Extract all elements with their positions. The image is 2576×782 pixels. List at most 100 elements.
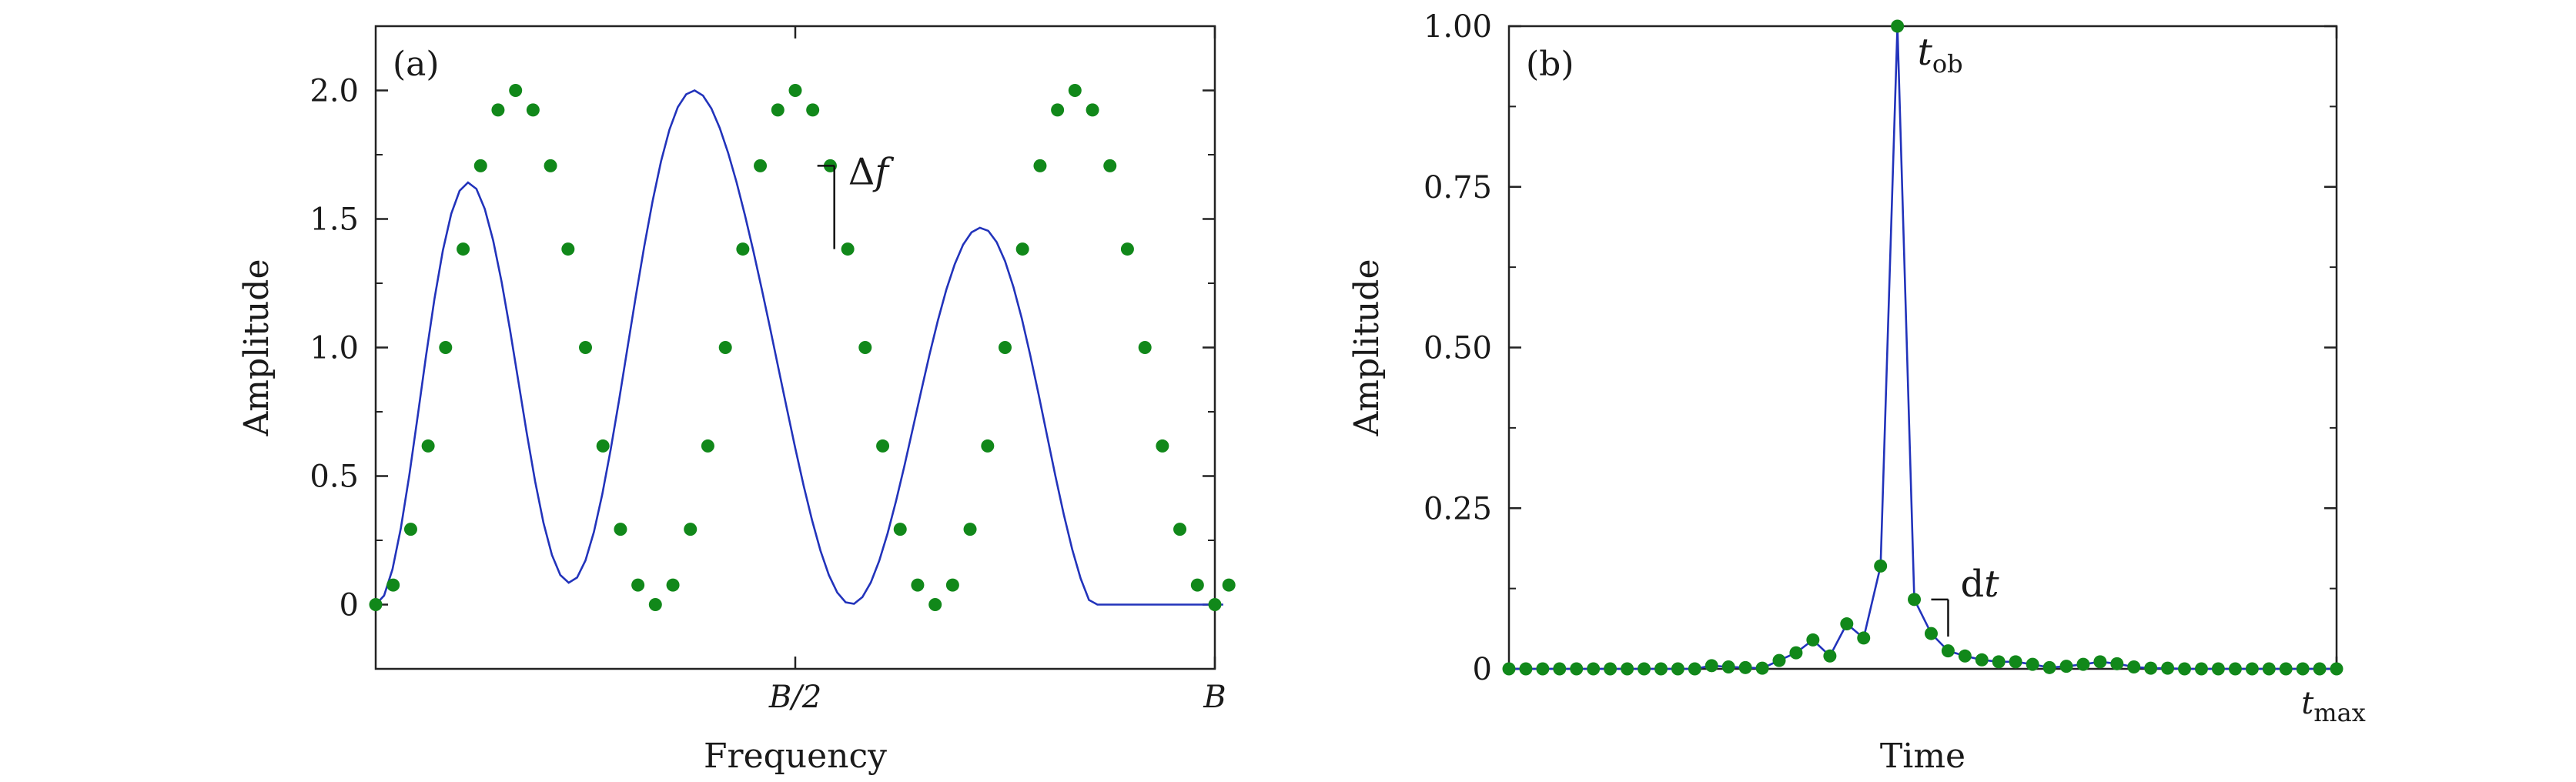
dt-annotation: dt: [1960, 563, 1999, 606]
data-point: [491, 103, 505, 117]
data-point: [614, 523, 627, 536]
data-point: [1604, 662, 1618, 676]
data-point: [981, 439, 995, 453]
data-point: [1103, 159, 1117, 172]
data-point: [2093, 655, 2107, 669]
data-point: [1222, 578, 1236, 592]
data-point: [1519, 662, 1533, 676]
data-point: [1857, 631, 1871, 645]
y-tick-label: 0.50: [1423, 331, 1492, 366]
data-point: [1992, 655, 2006, 669]
y-tick-label: 1.00: [1423, 9, 1492, 45]
data-point: [2144, 661, 2158, 675]
plot-frame: [1507, 25, 2338, 670]
data-point: [1173, 523, 1187, 536]
data-point: [1891, 19, 1905, 33]
data-point: [754, 159, 768, 172]
y-tick-label: 0: [340, 588, 359, 623]
data-point: [631, 578, 645, 592]
data-point: [473, 159, 487, 172]
data-point: [999, 341, 1012, 354]
data-point: [1587, 662, 1601, 676]
data-point: [421, 439, 435, 453]
data-point: [2194, 662, 2208, 676]
data-point: [1705, 659, 1718, 673]
data-point: [945, 578, 959, 592]
data-point: [1068, 84, 1082, 97]
data-point: [1772, 653, 1786, 667]
y-tick-label: 1.0: [309, 331, 359, 366]
data-point: [2026, 657, 2039, 671]
data-point: [1553, 662, 1567, 676]
y-tick-label: 0.75: [1423, 170, 1492, 206]
data-point: [788, 84, 802, 97]
x-tick-label: tmax: [2301, 686, 2366, 727]
data-point: [1190, 578, 1204, 592]
data-point: [579, 341, 592, 354]
data-point: [2161, 661, 2175, 675]
data-point: [1570, 662, 1584, 676]
data-point: [2009, 655, 2022, 669]
data-point: [2127, 660, 2141, 673]
data-point: [1086, 103, 1099, 117]
data-point: [1138, 341, 1152, 354]
data-point: [1051, 103, 1065, 117]
data-point: [841, 242, 855, 256]
data-point: [1924, 627, 1938, 640]
data-point: [648, 598, 662, 611]
series-line: [1509, 25, 2337, 670]
data-point: [2313, 662, 2327, 676]
data-point: [1755, 661, 1769, 675]
data-point: [1789, 646, 1803, 660]
data-point: [963, 523, 977, 536]
data-point: [1840, 617, 1854, 631]
data-point: [2059, 660, 2073, 673]
data-point: [736, 242, 750, 256]
data-point: [2330, 662, 2343, 676]
data-point: [1688, 662, 1701, 676]
panel-label: (b): [1526, 45, 1574, 84]
data-point: [718, 341, 732, 354]
y-axis-label: Amplitude: [1347, 259, 1387, 436]
panel-b-chart: 0 0.25 0.50 0.75 1.00 tmax Time Amplitude (b) tob…: [1347, 9, 2366, 776]
data-point: [2110, 657, 2124, 670]
data-point: [403, 523, 417, 536]
data-point: [2211, 662, 2225, 676]
data-point: [561, 242, 575, 256]
data-point: [2228, 662, 2242, 676]
data-point: [596, 439, 610, 453]
data-point: [1941, 644, 1955, 658]
data-point: [2279, 662, 2293, 676]
data-point: [1033, 159, 1047, 172]
y-axis-label: Amplitude: [237, 259, 276, 436]
data-point: [457, 242, 470, 256]
data-point: [2245, 662, 2259, 676]
y-tick-label: 0.5: [309, 460, 359, 495]
data-point: [876, 439, 890, 453]
data-point: [1015, 242, 1029, 256]
y-tick-label: 2.0: [309, 74, 359, 109]
data-point: [386, 578, 400, 592]
data-point: [1874, 559, 1888, 573]
y-tick-label: 0.25: [1423, 491, 1492, 526]
data-point: [1654, 662, 1668, 676]
data-point: [806, 103, 820, 117]
data-point: [1536, 662, 1550, 676]
data-point: [2296, 662, 2310, 676]
data-point: [544, 159, 557, 172]
plot-frame: [374, 25, 1216, 670]
data-point: [2262, 662, 2276, 676]
x-tick-label: B: [1203, 680, 1226, 715]
data-point: [1721, 660, 1735, 673]
data-point: [1208, 598, 1222, 611]
x-axis-label: Frequency: [704, 737, 887, 776]
peak-annotation: tob: [1918, 31, 1963, 79]
panel-label: (a): [393, 45, 440, 84]
delta-f-annotation: Δf: [848, 150, 895, 193]
data-point: [2076, 657, 2090, 671]
data-point: [893, 523, 907, 536]
data-point: [1958, 649, 1972, 663]
data-point: [2042, 660, 2056, 674]
x-axis-label: Time: [1880, 737, 1965, 776]
